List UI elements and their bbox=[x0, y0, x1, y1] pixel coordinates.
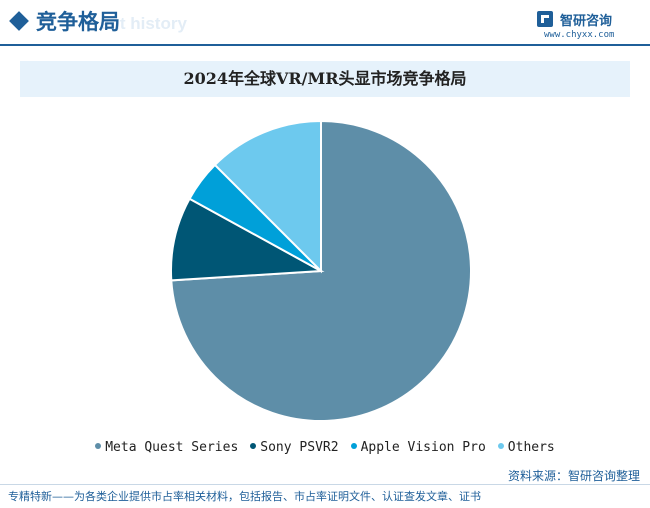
brand-logo-icon bbox=[537, 11, 553, 27]
pie-slice-sony-psvr2 bbox=[170, 197, 325, 282]
pie-slices bbox=[170, 119, 472, 422]
legend-label: Meta Quest Series bbox=[105, 440, 239, 455]
legend-item-others: Others bbox=[497, 440, 555, 455]
legend-swatch bbox=[250, 443, 257, 449]
section-title: 竞争格局 bbox=[36, 10, 120, 34]
source-note: 资料来源：智研咨询整理 bbox=[507, 469, 640, 483]
legend-label: Apple Vision Pro bbox=[360, 440, 486, 455]
legend-swatch bbox=[350, 443, 357, 449]
legend-swatch bbox=[95, 443, 102, 449]
legend-item-apple-vision-pro: Apple Vision Pro bbox=[350, 440, 486, 455]
legend-swatch bbox=[497, 443, 504, 449]
chart-title-bar: 2024年全球VR/MR头显市场竞争格局 bbox=[20, 61, 630, 97]
legend-label: Sony PSVR2 bbox=[260, 440, 339, 455]
header-divider bbox=[0, 44, 650, 46]
chart-title: 2024年全球VR/MR头显市场竞争格局 bbox=[183, 69, 467, 88]
brand-name: 智研咨询 bbox=[560, 14, 613, 29]
legend-item-sony-psvr2: Sony PSVR2 bbox=[250, 440, 339, 455]
footer-bar: 专精特新——为各类企业提供市占率相关材料，包括报告、市占率证明文件、认证查发文章… bbox=[0, 484, 650, 508]
pie-slice-others bbox=[213, 119, 322, 274]
footer-text: 专精特新——为各类企业提供市占率相关材料，包括报告、市占率证明文件、认证查发文章… bbox=[8, 490, 481, 503]
legend-label: Others bbox=[507, 440, 555, 455]
brand-block: 智研咨询 www.chyxx.com bbox=[536, 8, 632, 42]
pie-chart bbox=[170, 119, 472, 422]
section-subtitle: ent history bbox=[100, 14, 187, 33]
brand-url: www.chyxx.com bbox=[544, 30, 615, 40]
section-header: ent history 竞争格局 bbox=[0, 0, 650, 48]
legend-item-meta-quest-series: Meta Quest Series bbox=[95, 440, 238, 455]
chart-legend: Meta Quest Series Sony PSVR2 Apple Vision … bbox=[0, 440, 650, 455]
